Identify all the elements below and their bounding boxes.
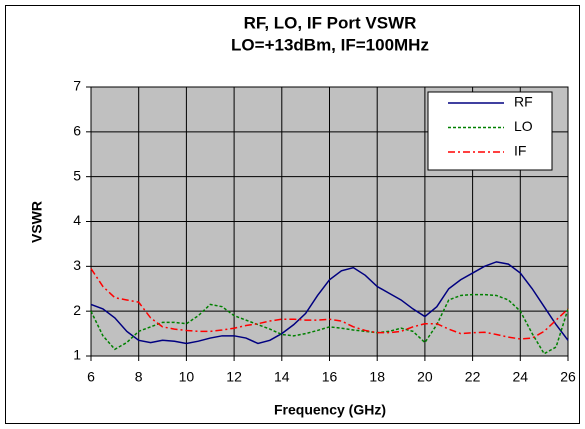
legend-box [427,91,553,171]
chart-title: RF, LO, IF Port VSWR [244,13,417,32]
series-line [90,268,569,340]
legend-label: LO [514,118,533,134]
y-tick-label: 5 [73,167,81,183]
x-tick-label: 6 [87,369,95,385]
x-tick-label: 24 [513,369,529,385]
chart-subtitle: LO=+13dBm, IF=100MHz [231,35,429,54]
x-tick-label: 16 [322,369,338,385]
x-tick-label: 8 [135,369,143,385]
y-axis-label: VSWR [29,201,45,243]
x-tick-label: 18 [369,369,385,385]
series-line [90,261,569,345]
y-tick-label: 7 [73,78,81,94]
legend-label: IF [514,143,526,159]
x-tick-label: 20 [417,369,433,385]
legend-label: RF [514,94,533,110]
x-tick-label: 22 [465,369,481,385]
x-tick-label: 14 [274,369,290,385]
y-tick-label: 4 [73,212,81,228]
y-tick-label: 3 [73,257,81,273]
y-tick-label: 1 [73,347,81,363]
x-tick-label: 10 [179,369,195,385]
series-line [90,293,569,355]
x-axis-label: Frequency (GHz) [274,402,386,418]
y-tick-label: 6 [73,123,81,139]
y-tick-label: 2 [73,302,81,318]
x-tick-label: 26 [560,369,576,385]
x-tick-label: 12 [226,369,242,385]
